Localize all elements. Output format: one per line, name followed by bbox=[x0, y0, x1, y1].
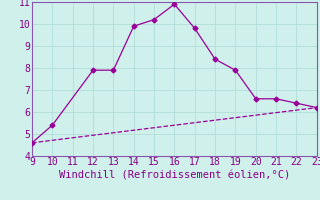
X-axis label: Windchill (Refroidissement éolien,°C): Windchill (Refroidissement éolien,°C) bbox=[59, 170, 290, 180]
